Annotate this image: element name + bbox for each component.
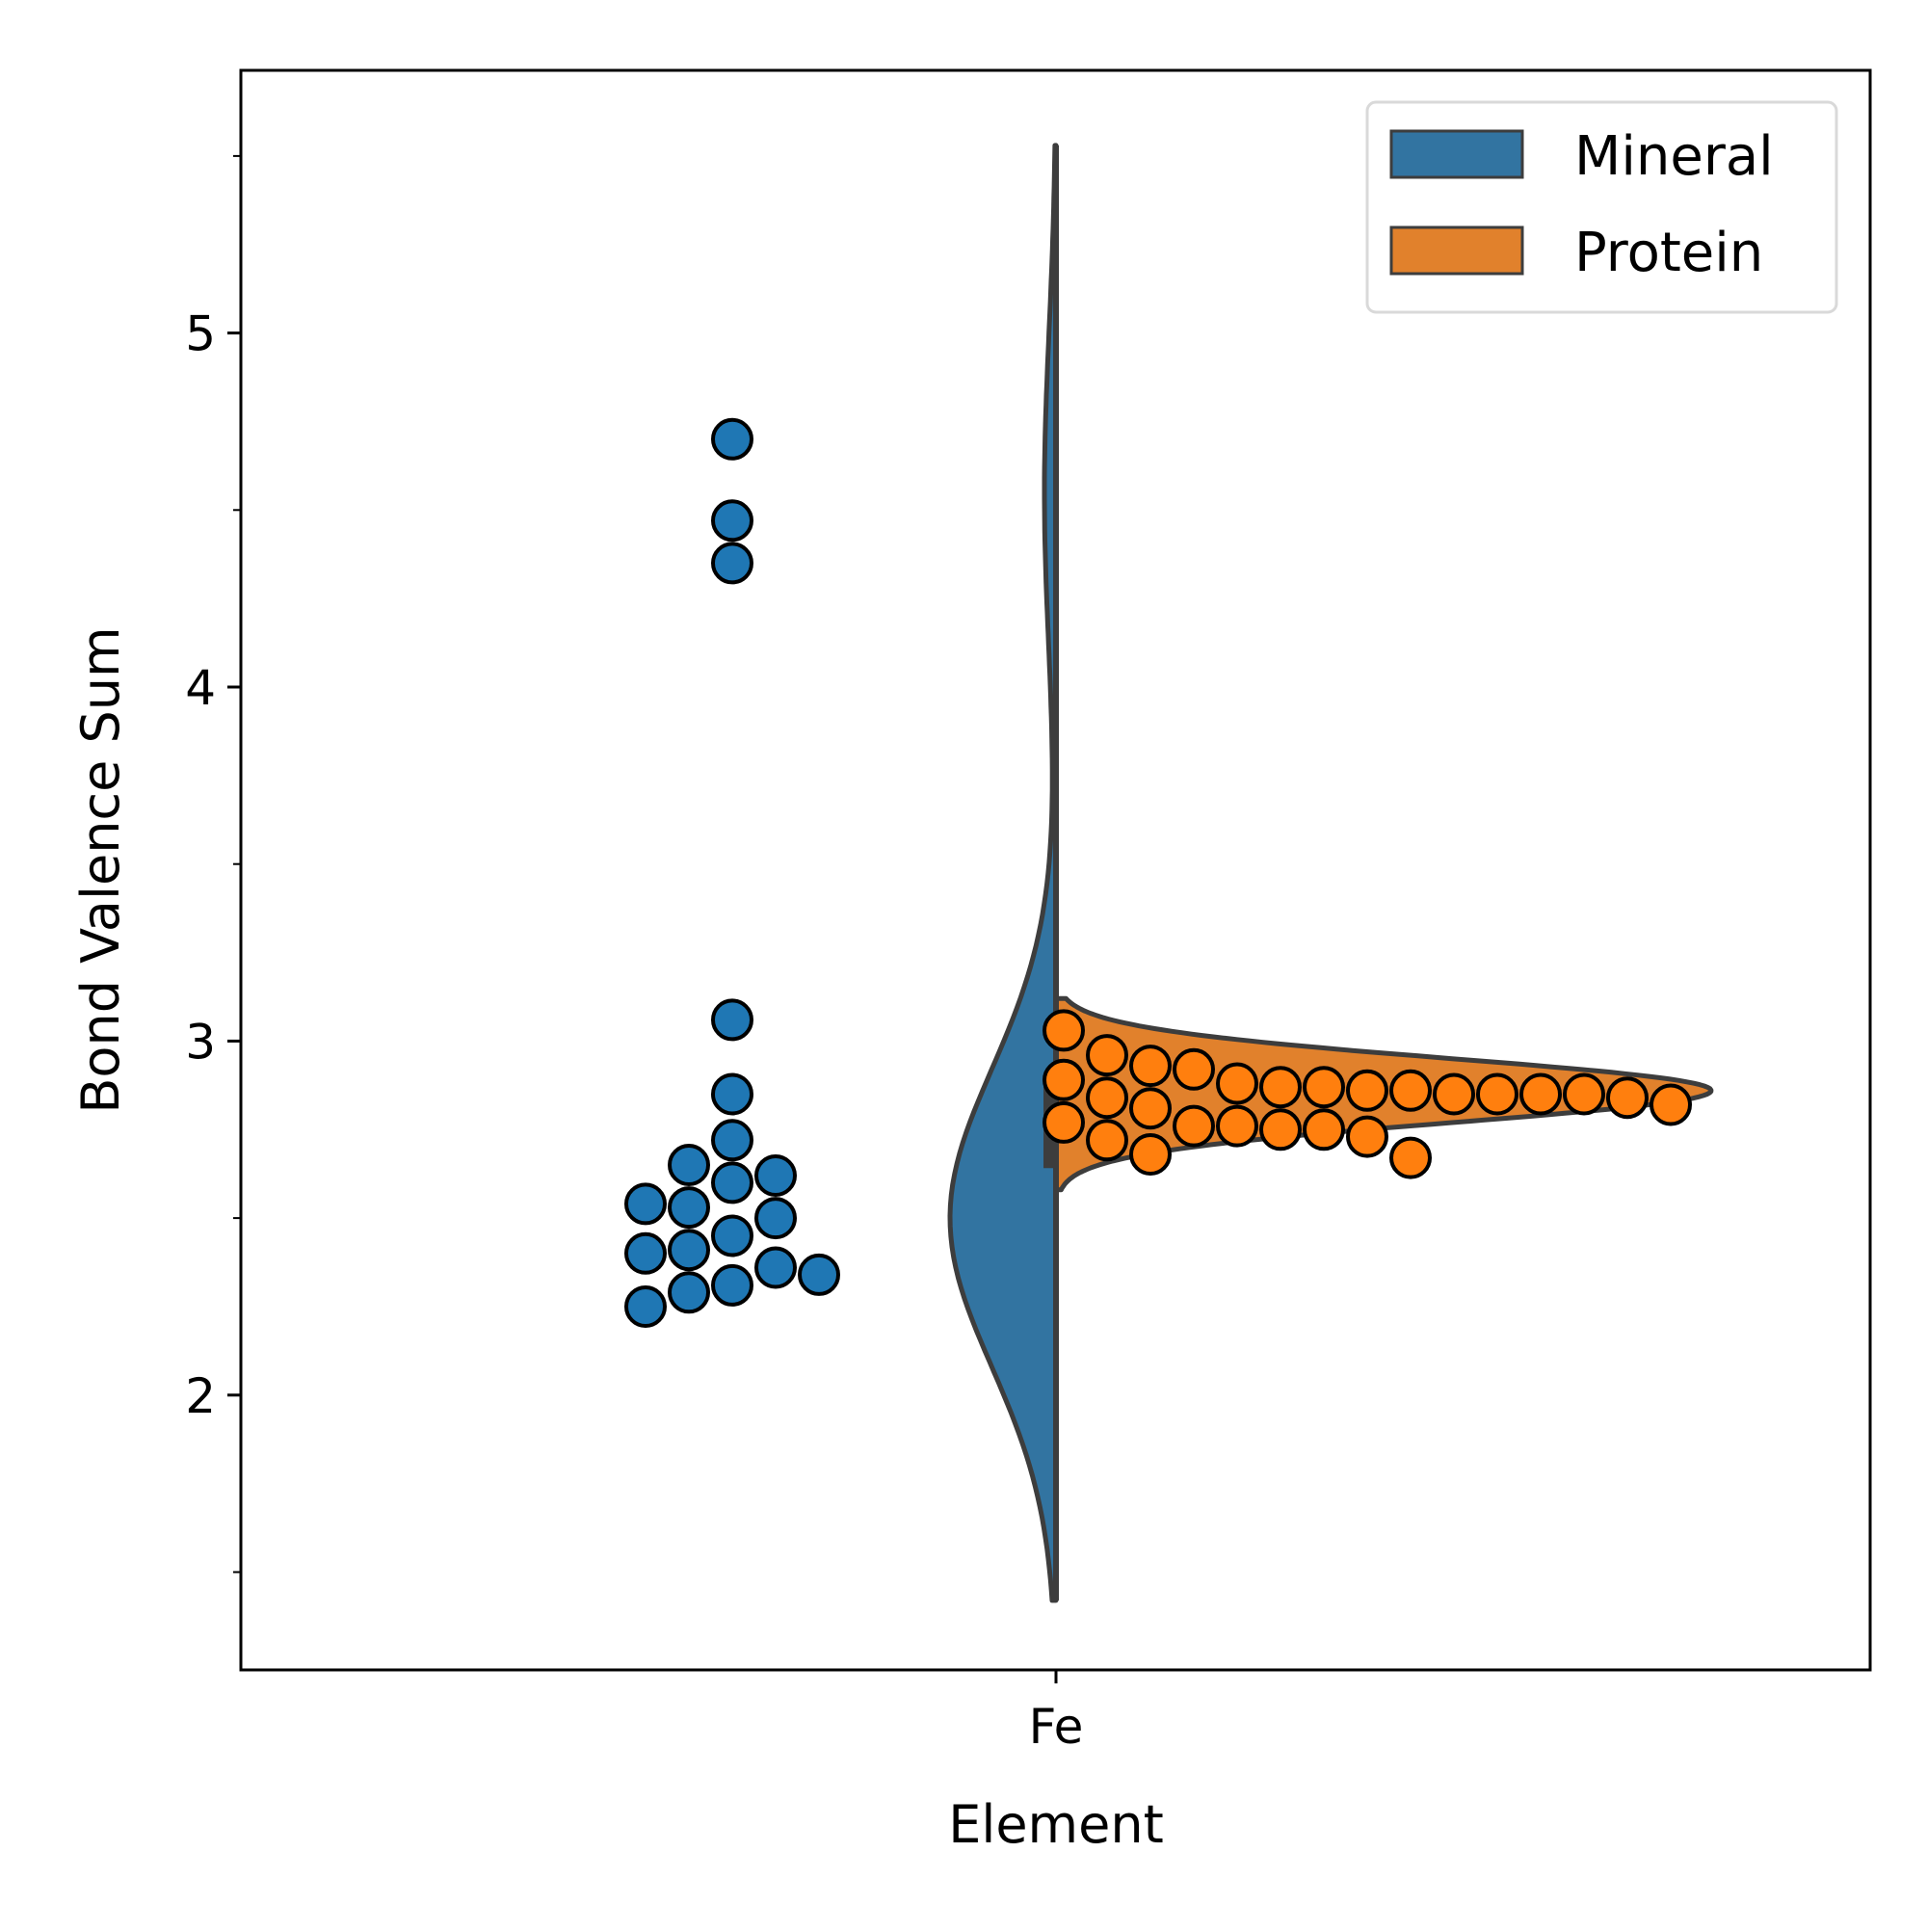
protein-point-11 [1476, 1072, 1518, 1116]
y-tick-label-2: 2 [185, 1368, 216, 1424]
mineral-point-3 [711, 998, 753, 1042]
legend-swatch-protein [1389, 225, 1524, 276]
legend-label-mineral: Mineral [1574, 125, 1774, 188]
mineral-point-13 [668, 1229, 710, 1272]
protein-point-13 [1563, 1072, 1605, 1116]
mineral-point-19 [624, 1285, 667, 1328]
x-tick-label-Fe: Fe [1029, 1699, 1084, 1755]
axis-layer: 2 3 4 5 Fe [185, 154, 1084, 1755]
mineral-point-8 [711, 1161, 753, 1204]
protein-point-17 [1129, 1087, 1172, 1130]
protein-point-15 [1606, 1076, 1649, 1120]
protein-point-6 [1259, 1066, 1302, 1109]
protein-point-26 [1389, 1136, 1432, 1179]
protein-point-16 [1650, 1083, 1692, 1126]
protein-point-1 [1086, 1034, 1128, 1077]
protein-point-14 [1086, 1076, 1128, 1120]
legend: Mineral Protein [1365, 100, 1838, 314]
protein-point-12 [1519, 1072, 1562, 1116]
protein-point-21 [1259, 1108, 1302, 1151]
protein-point-18 [1043, 1100, 1085, 1144]
mineral-point-17 [711, 1263, 753, 1307]
legend-label-protein: Protein [1574, 222, 1763, 284]
mineral-point-5 [711, 1119, 753, 1162]
protein-point-3 [1173, 1047, 1215, 1091]
protein-point-8 [1346, 1069, 1388, 1112]
mineral-point-18 [668, 1271, 710, 1314]
mineral-point-16 [798, 1253, 840, 1296]
legend-swatch-mineral [1389, 129, 1524, 179]
protein-point-0 [1043, 1009, 1085, 1052]
y-tick-label-5: 5 [185, 306, 216, 362]
protein-point-20 [1216, 1104, 1258, 1148]
y-axis-title: Bond Valence Sum [70, 626, 131, 1113]
protein-point-22 [1303, 1108, 1345, 1151]
y-tick-label-3: 3 [185, 1014, 216, 1070]
protein-point-9 [1389, 1069, 1432, 1112]
mineral-point-0 [711, 417, 753, 461]
mineral-point-7 [754, 1154, 797, 1197]
protein-point-25 [1129, 1133, 1172, 1176]
mineral-point-2 [711, 542, 753, 585]
y-tick-label-4: 4 [185, 660, 216, 716]
plot-layer [624, 143, 1714, 1603]
violin-mineral [947, 143, 1059, 1603]
mineral-point-6 [668, 1144, 710, 1186]
mineral-point-12 [711, 1214, 753, 1257]
protein-point-7 [1303, 1066, 1345, 1109]
mineral-point-1 [711, 499, 753, 543]
protein-point-24 [1086, 1119, 1128, 1162]
x-axis-title: Element [948, 1794, 1164, 1855]
protein-point-19 [1173, 1104, 1215, 1148]
mineral-point-15 [754, 1246, 797, 1289]
protein-point-5 [1216, 1062, 1258, 1105]
mineral-point-10 [668, 1186, 710, 1230]
protein-point-4 [1043, 1058, 1085, 1101]
mineral-point-4 [711, 1072, 753, 1116]
protein-point-10 [1433, 1072, 1475, 1116]
protein-point-23 [1346, 1115, 1388, 1158]
mineral-point-14 [624, 1231, 667, 1275]
mineral-point-11 [754, 1197, 797, 1240]
mineral-point-9 [624, 1182, 667, 1226]
protein-point-2 [1129, 1045, 1172, 1088]
